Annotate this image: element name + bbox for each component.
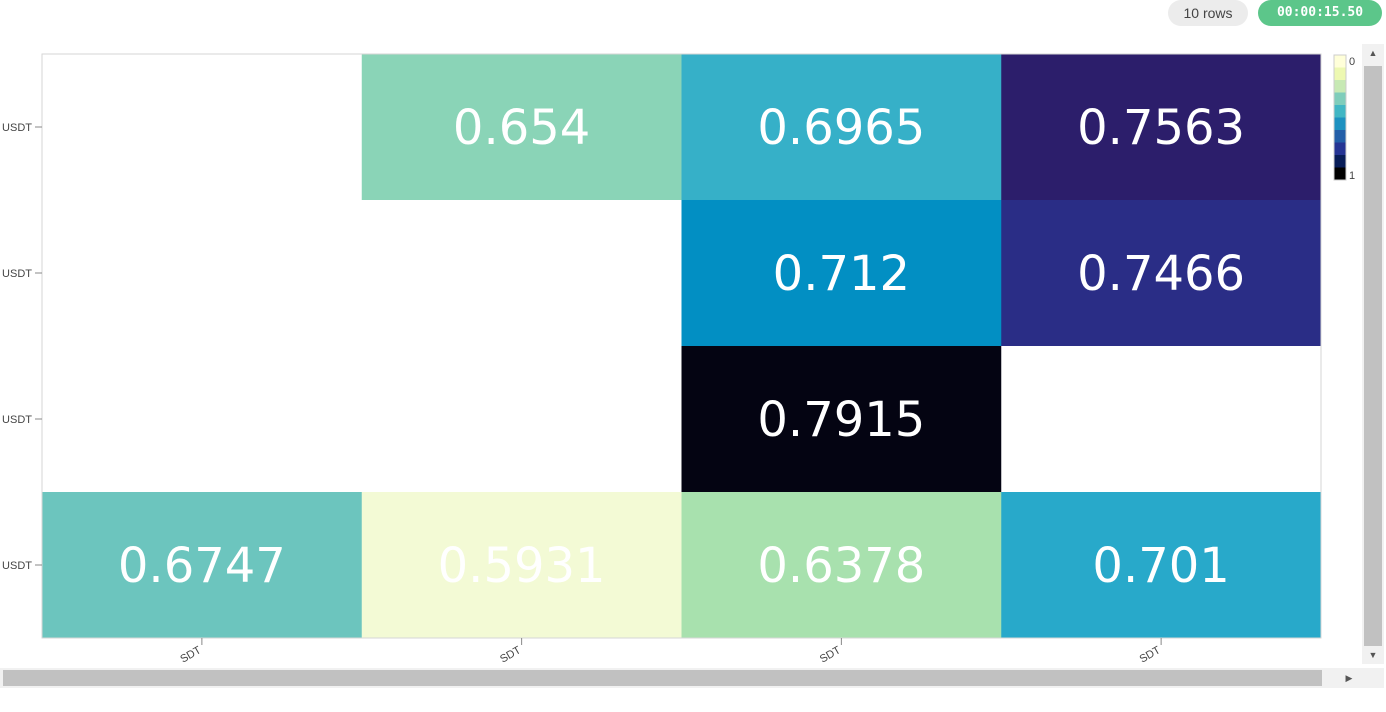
colorbar: 01 xyxy=(1333,54,1355,182)
colorbar-tick-label: 0 xyxy=(1349,56,1355,68)
cell-value-label: 0.7466 xyxy=(1077,246,1245,302)
x-tick-label: SDT xyxy=(1138,644,1163,666)
heatmap-cell xyxy=(1001,54,1322,201)
heatmap-cell xyxy=(681,200,1002,347)
colorbar-swatch xyxy=(1334,92,1346,106)
heatmap-cell xyxy=(361,346,682,493)
heatmap-cell xyxy=(361,492,682,639)
x-tick-label: SDT xyxy=(498,644,523,666)
colorbar-swatch xyxy=(1334,142,1346,156)
x-tick-label: SDT xyxy=(178,644,203,666)
y-tick-label: USDT xyxy=(2,414,32,426)
heatmap-cell xyxy=(1001,346,1322,493)
scroll-up-icon[interactable]: ▲ xyxy=(1368,48,1378,58)
cell-value-label: 0.6747 xyxy=(118,538,286,594)
y-tick-label: USDT xyxy=(2,560,32,572)
scroll-down-icon[interactable]: ▼ xyxy=(1368,650,1378,660)
heatmap-cell xyxy=(1001,492,1322,639)
heatmap-cell xyxy=(42,492,363,639)
heatmap-cell xyxy=(681,492,1002,639)
heatmap-cell xyxy=(42,54,363,201)
colorbar-border xyxy=(1333,54,1347,181)
plot-border xyxy=(41,53,1322,639)
y-tick-label: USDT xyxy=(2,122,32,134)
cell-value-label: 0.712 xyxy=(773,246,910,302)
heatmap-cell xyxy=(42,346,363,493)
heatmap-cell xyxy=(681,54,1002,201)
scroll-right-icon[interactable]: ▶ xyxy=(1345,673,1353,683)
cell-value-label: 0.6965 xyxy=(757,100,925,156)
vertical-scroll-thumb[interactable] xyxy=(1364,66,1382,646)
vertical-scrollbar[interactable]: ▲ ▼ xyxy=(1362,44,1384,664)
cell-value-label: 0.7563 xyxy=(1077,100,1245,156)
x-tick-label: SDT xyxy=(818,644,843,666)
heatmap-chart: 0.654 0.6965 0.7563 0.712 0.7466 0.7915 0.6747… xyxy=(2,53,1355,666)
horizontal-scrollbar[interactable]: ▶ xyxy=(0,668,1362,688)
cell-value-label: 0.654 xyxy=(453,100,590,156)
horizontal-scroll-thumb[interactable] xyxy=(3,670,1322,686)
colorbar-swatch xyxy=(1334,80,1346,93)
colorbar-tick-label: 1 xyxy=(1349,170,1355,182)
y-tick-label: USDT xyxy=(2,268,32,280)
scrollbar-corner xyxy=(1362,668,1384,688)
colorbar-swatch xyxy=(1334,130,1346,143)
colorbar-swatch xyxy=(1334,117,1346,131)
colorbar-swatch xyxy=(1334,67,1346,81)
y-axis: USDT USDT USDT USDT xyxy=(2,122,42,572)
row-count-badge: 10 rows xyxy=(1168,0,1248,26)
colorbar-swatch xyxy=(1334,167,1346,181)
x-axis: SDT SDT SDT SDT xyxy=(178,638,1163,666)
heatmap-cell xyxy=(42,200,363,347)
cell-value-label: 0.5931 xyxy=(438,538,606,594)
heatmap-cells: 0.654 0.6965 0.7563 0.712 0.7466 0.7915 0.6747… xyxy=(42,54,1322,639)
colorbar-swatch xyxy=(1334,55,1346,68)
heatmap-cell xyxy=(361,200,682,347)
heatmap-cell xyxy=(681,346,1002,493)
heatmap-cell xyxy=(1001,200,1322,347)
cell-value-label: 0.701 xyxy=(1092,538,1229,594)
colorbar-swatch xyxy=(1334,155,1346,168)
cell-value-label: 0.6378 xyxy=(757,538,925,594)
heatmap-cell xyxy=(361,54,682,201)
elapsed-time-badge: 00:00:15.50 xyxy=(1258,0,1382,26)
colorbar-swatch xyxy=(1334,105,1346,118)
cell-value-label: 0.7915 xyxy=(757,392,925,448)
